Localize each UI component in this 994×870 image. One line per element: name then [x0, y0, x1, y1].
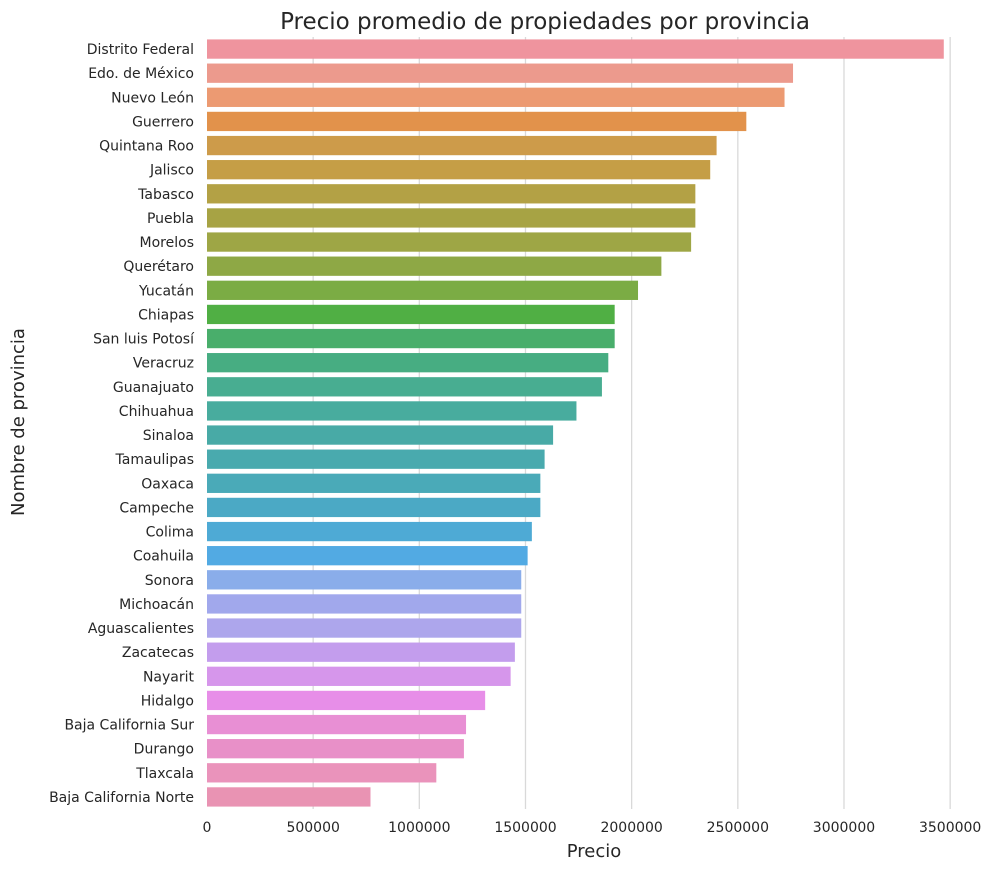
bar	[207, 353, 609, 373]
bar	[207, 714, 467, 735]
x-tick-label: 3000000	[813, 820, 875, 836]
category-label: Sonora	[145, 573, 194, 589]
category-label: Colima	[146, 525, 194, 541]
bar	[207, 618, 522, 638]
bar	[207, 666, 511, 686]
bar	[207, 401, 577, 421]
category-label: Campeche	[119, 500, 194, 516]
category-label: Chiapas	[138, 307, 194, 323]
category-label: Baja California Norte	[49, 790, 194, 806]
bar	[207, 425, 554, 445]
x-tick-label: 1500000	[494, 820, 556, 836]
category-label: Michoacán	[119, 597, 194, 613]
x-tick-label: 2500000	[707, 820, 769, 836]
bar	[207, 497, 541, 518]
bar	[207, 473, 541, 493]
bar	[207, 160, 711, 180]
bar	[207, 87, 785, 107]
category-label: Puebla	[147, 211, 194, 227]
x-tick-label: 500000	[286, 820, 339, 836]
category-label: Veracruz	[133, 356, 194, 372]
bar	[207, 232, 692, 252]
bar	[207, 280, 639, 300]
category-label: Nayarit	[143, 669, 195, 685]
x-tick-label: 1000000	[388, 820, 450, 836]
category-label: Tlaxcala	[135, 766, 194, 782]
category-label: Baja California Sur	[64, 718, 194, 734]
bar	[207, 546, 528, 566]
category-label: Tamaulipas	[115, 452, 194, 468]
category-label: Sinaloa	[143, 428, 194, 444]
bar	[207, 208, 696, 228]
category-label: San luis Potosí	[93, 332, 195, 348]
bar	[207, 304, 615, 325]
x-tick-label: 3500000	[919, 820, 981, 836]
bar	[207, 328, 615, 349]
category-label: Coahuila	[133, 549, 194, 565]
bar	[207, 594, 522, 614]
category-label: Durango	[134, 742, 194, 758]
bar	[207, 763, 437, 783]
chart-title: Precio promedio de propiedades por provi…	[280, 9, 810, 35]
category-label: Morelos	[140, 235, 194, 251]
category-label: Chihuahua	[119, 404, 194, 420]
category-label: Guanajuato	[113, 380, 194, 396]
category-label: Jalisco	[149, 163, 194, 179]
bar	[207, 690, 486, 711]
x-axis-title: Precio	[567, 841, 622, 862]
bar	[207, 739, 464, 759]
category-labels: Distrito Federal Edo. de México Nuevo León…	[49, 42, 195, 806]
category-label: Oaxaca	[141, 476, 194, 492]
bar	[207, 521, 532, 542]
bar	[207, 63, 794, 83]
x-tick-label: 2000000	[600, 820, 662, 836]
category-label: Nuevo León	[111, 90, 194, 106]
category-label: Quintana Roo	[99, 139, 194, 155]
bar	[207, 39, 944, 59]
category-label: Querétaro	[123, 259, 194, 275]
bar	[207, 184, 696, 204]
category-label: Zacatecas	[122, 645, 194, 661]
bars	[207, 39, 944, 807]
category-label: Aguascalientes	[88, 621, 194, 637]
bar	[207, 449, 545, 469]
bar	[207, 135, 717, 156]
y-axis-title: Nombre de provincia	[8, 328, 29, 516]
x-tick-label: 0	[203, 820, 212, 836]
bar	[207, 111, 747, 132]
bar	[207, 377, 602, 397]
x-tick-labels: 0 500000 1000000 1500000 2000000 2500000 30000…	[203, 820, 982, 836]
bar	[207, 787, 371, 807]
category-label: Distrito Federal	[87, 42, 194, 58]
bar	[207, 256, 662, 276]
category-label: Guerrero	[132, 114, 194, 130]
bar	[207, 642, 515, 662]
category-label: Hidalgo	[141, 693, 194, 709]
category-label: Yucatán	[138, 283, 194, 299]
category-label: Edo. de México	[88, 66, 194, 82]
category-label: Tabasco	[137, 187, 194, 203]
bar	[207, 570, 522, 590]
